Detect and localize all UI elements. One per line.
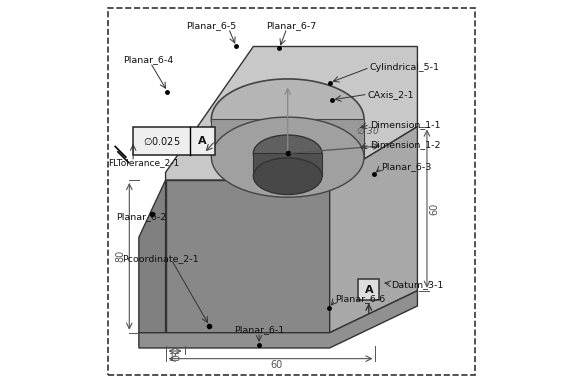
Text: CAxis_2-1: CAxis_2-1 bbox=[368, 90, 415, 99]
Polygon shape bbox=[139, 180, 166, 333]
Text: 60: 60 bbox=[270, 360, 282, 370]
Polygon shape bbox=[212, 119, 364, 157]
Text: Planar_6-6: Planar_6-6 bbox=[335, 295, 385, 304]
Polygon shape bbox=[166, 46, 417, 180]
Text: Cylindrical_5-1: Cylindrical_5-1 bbox=[370, 63, 440, 72]
Text: Planar_6-3: Planar_6-3 bbox=[381, 162, 431, 171]
Text: 60: 60 bbox=[430, 203, 440, 215]
Text: Pcoordinate_2-1: Pcoordinate_2-1 bbox=[122, 254, 198, 263]
Ellipse shape bbox=[254, 158, 322, 195]
Text: Planar_6-2: Planar_6-2 bbox=[116, 212, 166, 221]
Polygon shape bbox=[166, 180, 329, 333]
Text: Planar_6-4: Planar_6-4 bbox=[124, 56, 174, 64]
Text: A: A bbox=[198, 136, 207, 146]
Ellipse shape bbox=[254, 135, 322, 172]
Ellipse shape bbox=[212, 79, 364, 159]
Text: A: A bbox=[364, 285, 373, 295]
Polygon shape bbox=[254, 153, 322, 176]
Text: $\varnothing$0.025: $\varnothing$0.025 bbox=[143, 135, 180, 147]
Text: Planar_6-1: Planar_6-1 bbox=[234, 325, 284, 334]
FancyBboxPatch shape bbox=[133, 127, 215, 155]
Text: $\varnothing$ 30: $\varnothing$ 30 bbox=[356, 125, 380, 136]
Text: Dimension_1-1: Dimension_1-1 bbox=[370, 120, 440, 129]
Text: Datum_3-1: Datum_3-1 bbox=[391, 280, 444, 290]
Polygon shape bbox=[139, 291, 417, 348]
FancyBboxPatch shape bbox=[359, 279, 380, 300]
Text: 15: 15 bbox=[169, 353, 181, 363]
Text: 80: 80 bbox=[115, 250, 125, 262]
Text: Planar_6-7: Planar_6-7 bbox=[266, 21, 317, 30]
Text: Dimension_1-2: Dimension_1-2 bbox=[370, 141, 440, 149]
Polygon shape bbox=[329, 127, 417, 333]
Ellipse shape bbox=[212, 117, 364, 197]
Text: Planar_6-5: Planar_6-5 bbox=[186, 21, 237, 30]
Text: FLTolerance_2-1: FLTolerance_2-1 bbox=[108, 159, 180, 167]
